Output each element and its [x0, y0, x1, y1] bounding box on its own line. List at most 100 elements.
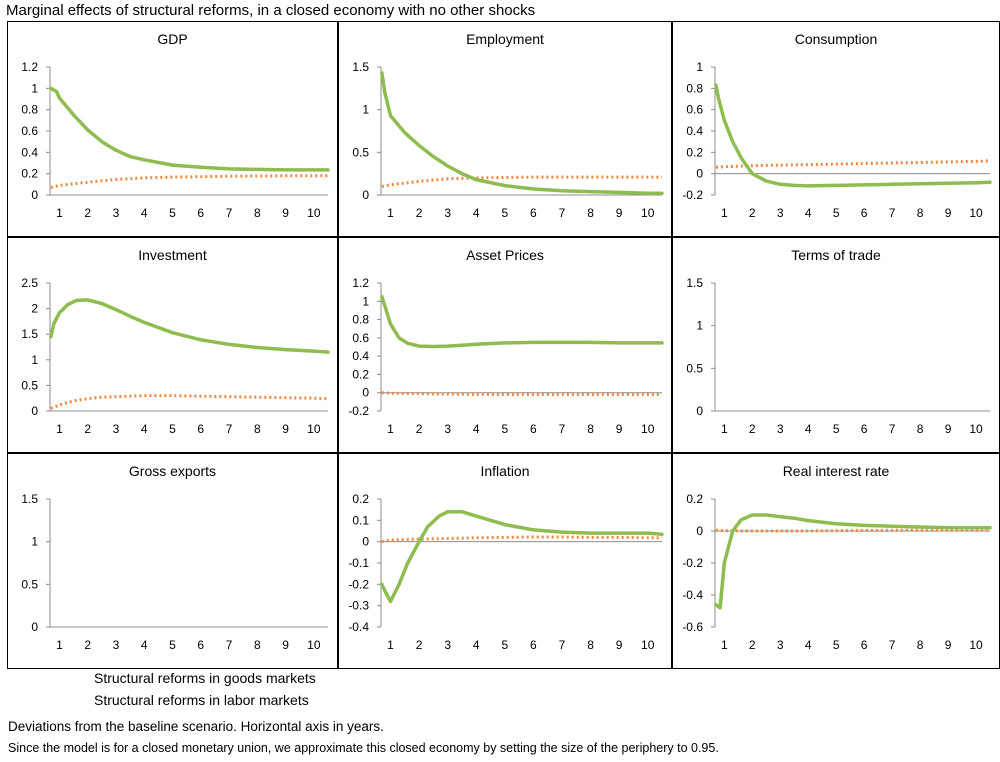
x-tick-label: 8 [917, 638, 924, 652]
panel-title: Real interest rate [783, 463, 890, 479]
y-tick-label: -0.3 [348, 599, 369, 613]
x-tick-label: 3 [444, 206, 451, 220]
x-tick-label: 8 [254, 206, 261, 220]
x-tick-label: 9 [945, 206, 952, 220]
y-tick-label: 0.1 [352, 513, 369, 527]
y-tick-label: 1 [31, 81, 38, 95]
x-tick-label: 1 [721, 638, 728, 652]
y-tick-label: 1 [696, 60, 703, 74]
series-line-goods [380, 294, 664, 349]
y-tick-label: 0.6 [352, 331, 369, 345]
x-tick-label: 5 [169, 422, 176, 436]
x-tick-label: 9 [616, 206, 623, 220]
y-tick-label: 0.5 [686, 361, 703, 375]
x-tick-label: 1 [387, 422, 394, 436]
x-tick-label: 8 [587, 422, 594, 436]
x-tick-label: 10 [641, 206, 655, 220]
chart-svg-asset-prices: Asset Prices 1.2 1 0.8 0.6 0.4 0.2 0 -0.2 1 2 3 4 5 6 7… [338, 237, 672, 453]
chart-panel-investment: Investment 2.5 2 1.5 1 0.5 0 1 2 3 4 5 6 7 8 9 10 [7, 237, 338, 453]
x-tick-label: 4 [141, 206, 148, 220]
legend-item-labor: Structural reforms in labor markets [18, 690, 309, 710]
x-tick-label: 9 [282, 206, 289, 220]
chart-panel-consumption: Consumption 1 0.8 0.6 0.4 0.2 0 -0.2 1 2 3 4 5 6 7 8 9 10 [672, 21, 1000, 237]
x-tick-label: 4 [141, 422, 148, 436]
y-tick-label: 0 [696, 524, 703, 538]
panel-title: GDP [157, 31, 187, 47]
x-tick-label: 9 [616, 638, 623, 652]
x-tick-label: 10 [641, 422, 655, 436]
y-tick-label: 1 [31, 353, 38, 367]
x-tick-label: 9 [945, 422, 952, 436]
x-tick-label: 1 [56, 638, 63, 652]
chart-svg-consumption: Consumption 1 0.8 0.6 0.4 0.2 0 -0.2 1 2 3 4 5 6 7 8 9 10 [672, 21, 1000, 237]
y-tick-label: -0.4 [348, 620, 369, 634]
x-tick-label: 2 [749, 638, 756, 652]
x-tick-label: 6 [530, 422, 537, 436]
y-tick-label: 0.8 [21, 103, 38, 117]
chart-grid: GDP 1.2 1 0.8 0.6 0.4 0.2 0 1 2 3 4 5 6 7 8 9 10 Employmen… [7, 21, 1000, 669]
y-tick-label: 0 [696, 167, 703, 181]
y-tick-label: 0.4 [352, 349, 369, 363]
panel-title: Employment [466, 31, 544, 47]
panel-border [672, 237, 1000, 453]
y-tick-label: 0.6 [686, 103, 703, 117]
y-tick-label: 0 [362, 188, 369, 202]
series-line-labor [50, 394, 329, 410]
x-tick-label: 5 [833, 422, 840, 436]
y-tick-label: 0.2 [686, 492, 703, 506]
x-tick-label: 7 [889, 638, 896, 652]
series-line-goods [714, 83, 992, 188]
panel-title: Gross exports [129, 463, 216, 479]
x-tick-label: 10 [969, 638, 983, 652]
legend: Structural reforms in goods markets Stru… [0, 668, 1000, 762]
series-line-labor [381, 391, 662, 396]
y-tick-label: 1.5 [21, 492, 38, 506]
x-tick-label: 2 [416, 206, 423, 220]
y-tick-label: -0.4 [682, 588, 703, 602]
y-tick-label: 0.5 [352, 145, 369, 159]
y-tick-label: 0.2 [686, 145, 703, 159]
x-tick-label: 4 [473, 206, 480, 220]
x-tick-label: 4 [805, 206, 812, 220]
y-tick-label: -0.1 [348, 556, 369, 570]
y-tick-label: 0 [31, 620, 38, 634]
x-tick-label: 1 [56, 206, 63, 220]
y-tick-label: 0.2 [352, 492, 369, 506]
x-tick-label: 10 [307, 206, 321, 220]
series-line-goods [380, 71, 664, 196]
x-tick-label: 2 [749, 422, 756, 436]
panel-border [338, 453, 672, 669]
x-tick-label: 8 [254, 638, 261, 652]
x-tick-label: 10 [307, 422, 321, 436]
x-tick-label: 4 [473, 638, 480, 652]
chart-svg-gross-exports: Gross exports 1.5 1 0.5 0 1 2 3 4 5 6 7 8 9 10 [7, 453, 338, 669]
x-tick-label: 3 [777, 206, 784, 220]
x-tick-label: 4 [473, 422, 480, 436]
panel-title: Investment [138, 247, 207, 263]
y-tick-label: 0.2 [352, 367, 369, 381]
x-tick-label: 5 [833, 638, 840, 652]
x-tick-label: 6 [197, 206, 204, 220]
series-line-labor [50, 174, 328, 189]
y-tick-label: 2 [31, 302, 38, 316]
x-tick-label: 9 [616, 422, 623, 436]
chart-panel-terms-of-trade: Terms of trade 1.5 1 0.5 0 1 2 3 4 5 6 7 8 9 10 [672, 237, 1000, 453]
legend-item-goods: Structural reforms in goods markets [18, 668, 316, 688]
y-tick-label: 1.2 [21, 60, 38, 74]
panel-border [7, 21, 338, 237]
chart-panel-real-interest-rate: Real interest rate 0.2 0 -0.2 -0.4 -0.6 1 2 3 4 5 6… [672, 453, 1000, 669]
y-tick-label: 2.5 [21, 276, 38, 290]
x-tick-label: 3 [444, 638, 451, 652]
y-tick-label: 1.5 [686, 276, 703, 290]
y-tick-label: 0.8 [686, 81, 703, 95]
x-tick-label: 1 [387, 206, 394, 220]
x-tick-label: 9 [282, 422, 289, 436]
x-tick-label: 2 [416, 422, 423, 436]
note-model: Since the model is for a closed monetary… [8, 741, 719, 755]
x-tick-label: 7 [559, 638, 566, 652]
x-tick-label: 1 [56, 422, 63, 436]
y-tick-label: 0 [362, 386, 369, 400]
x-tick-label: 7 [889, 422, 896, 436]
series-line-goods [714, 513, 992, 610]
y-tick-label: 0 [696, 404, 703, 418]
